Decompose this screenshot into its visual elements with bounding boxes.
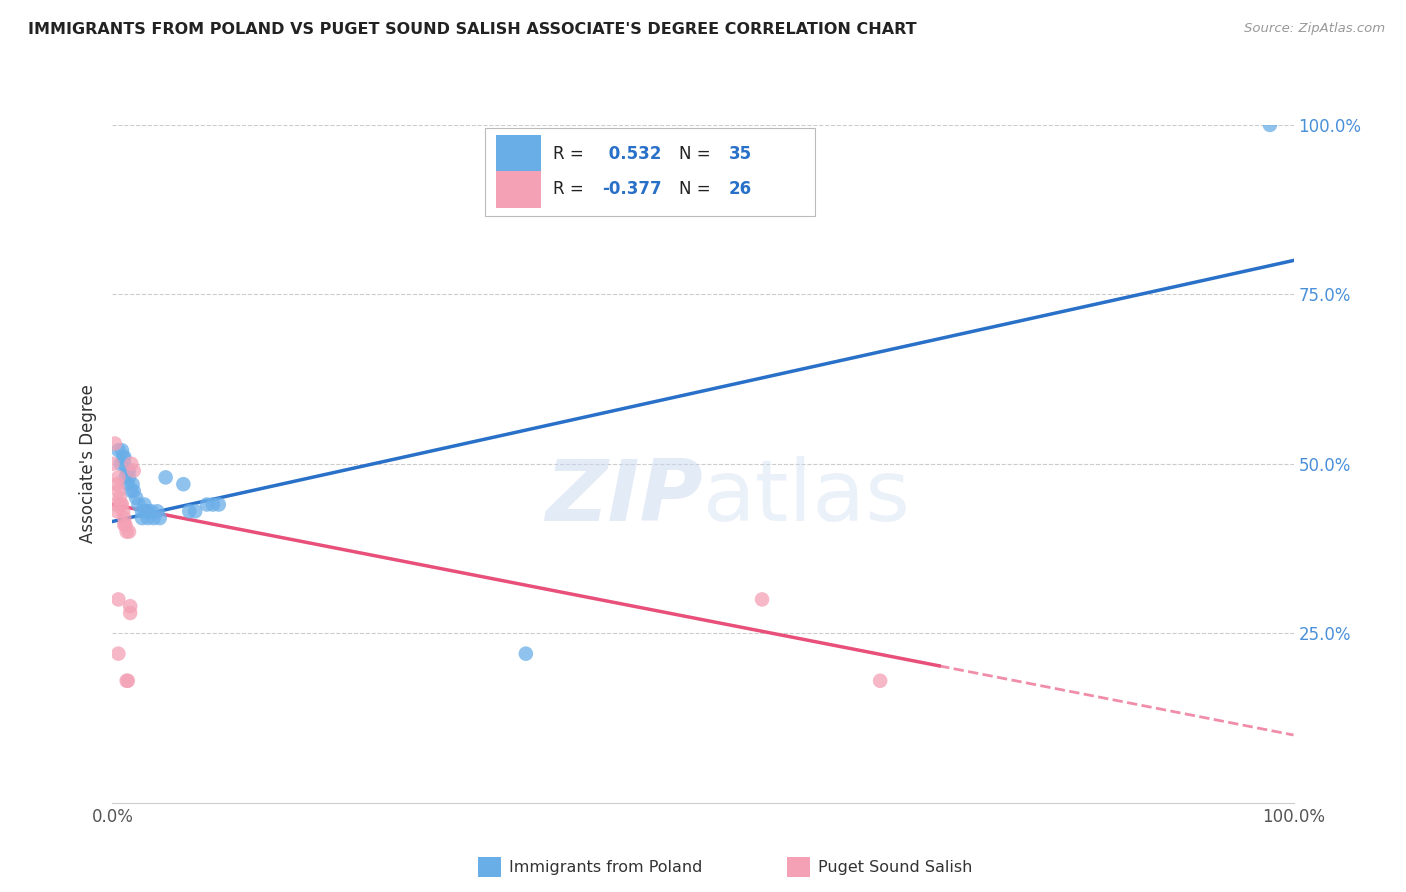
Point: [121, 477, 143, 491]
Text: Puget Sound Salish: Puget Sound Salish: [818, 860, 973, 874]
Point: [869, 673, 891, 688]
Point: [120, 457, 142, 471]
Point: [142, 511, 165, 525]
Point: [131, 511, 153, 525]
Point: [120, 606, 142, 620]
Point: [136, 511, 159, 525]
Text: 0.532: 0.532: [603, 145, 661, 163]
Point: [195, 498, 218, 512]
Point: [141, 504, 163, 518]
Point: [118, 464, 141, 478]
Point: [104, 436, 127, 450]
Point: [112, 511, 135, 525]
Text: N =: N =: [679, 145, 716, 163]
Point: [115, 464, 138, 478]
Text: -0.377: -0.377: [603, 180, 662, 198]
Point: [118, 470, 141, 484]
Point: [201, 498, 224, 512]
Point: [105, 477, 128, 491]
Point: [172, 477, 194, 491]
Point: [135, 504, 157, 518]
Point: [112, 457, 135, 471]
Text: 35: 35: [728, 145, 752, 163]
Point: [125, 491, 148, 505]
Text: N =: N =: [679, 180, 716, 198]
Point: [1258, 118, 1281, 132]
Point: [120, 599, 142, 614]
Bar: [496, 170, 541, 208]
Point: [184, 504, 207, 518]
Point: [105, 504, 128, 518]
Text: ZIP: ZIP: [546, 456, 703, 540]
Point: [110, 457, 132, 471]
Bar: [496, 136, 541, 173]
Point: [114, 517, 136, 532]
Text: Source: ZipAtlas.com: Source: ZipAtlas.com: [1244, 22, 1385, 36]
Point: [112, 517, 135, 532]
Point: [111, 498, 134, 512]
Point: [115, 673, 138, 688]
Point: [107, 592, 129, 607]
Point: [155, 470, 177, 484]
Point: [515, 647, 537, 661]
Point: [122, 483, 145, 498]
Point: [115, 524, 138, 539]
Text: R =: R =: [553, 180, 589, 198]
Point: [107, 470, 129, 484]
Point: [127, 498, 149, 512]
Point: [105, 498, 128, 512]
Y-axis label: Associate's Degree: Associate's Degree: [79, 384, 97, 543]
Text: IMMIGRANTS FROM POLAND VS PUGET SOUND SALISH ASSOCIATE'S DEGREE CORRELATION CHAR: IMMIGRANTS FROM POLAND VS PUGET SOUND SA…: [28, 22, 917, 37]
Point: [108, 491, 131, 505]
Point: [122, 464, 145, 478]
Point: [751, 592, 773, 607]
Text: R =: R =: [553, 145, 589, 163]
Text: atlas: atlas: [703, 456, 911, 540]
Point: [114, 470, 136, 484]
Point: [134, 498, 156, 512]
Point: [107, 647, 129, 661]
Point: [149, 511, 172, 525]
Point: [111, 443, 134, 458]
Point: [146, 504, 169, 518]
FancyBboxPatch shape: [485, 128, 815, 217]
Point: [117, 477, 139, 491]
Point: [101, 457, 124, 471]
Point: [117, 673, 139, 688]
Point: [112, 450, 135, 464]
Point: [208, 498, 231, 512]
Point: [131, 504, 153, 518]
Point: [112, 450, 135, 464]
Point: [107, 443, 129, 458]
Point: [112, 504, 135, 518]
Point: [107, 483, 129, 498]
Point: [110, 498, 132, 512]
Point: [118, 524, 141, 539]
Point: [136, 504, 159, 518]
Text: Immigrants from Poland: Immigrants from Poland: [509, 860, 703, 874]
Point: [120, 483, 142, 498]
Point: [179, 504, 201, 518]
Text: 26: 26: [728, 180, 752, 198]
